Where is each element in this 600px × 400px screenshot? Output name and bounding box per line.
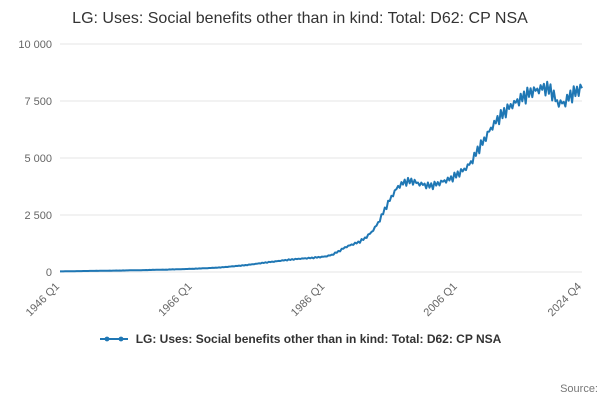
y-axis-label: 2 500 — [24, 210, 52, 222]
y-axis-label: 5 000 — [24, 153, 52, 165]
x-axis-label: 1986 Q1 — [289, 280, 327, 318]
legend[interactable]: LG: Uses: Social benefits other than in … — [0, 332, 600, 346]
legend-label: LG: Uses: Social benefits other than in … — [135, 331, 502, 346]
y-axis-label: 10 000 — [18, 39, 52, 51]
y-axis-label: 7 500 — [24, 96, 52, 108]
y-axis-label: 0 — [46, 267, 52, 279]
x-axis-label: 1946 Q1 — [24, 280, 62, 318]
line-chart-plot-area: 0 2 500 5 000 7 500 10 000 1946 Q1 1966 Q1 1986… — [18, 39, 584, 319]
source-label: Source: — [560, 383, 598, 395]
series-line[interactable] — [60, 80, 583, 272]
legend-marker-icon — [99, 336, 128, 341]
x-axis-label: 1966 Q1 — [156, 280, 194, 318]
x-axis-label: 2006 Q1 — [422, 280, 460, 318]
chart-title: LG: Uses: Social benefits other than in … — [72, 10, 528, 27]
x-axis-label: 2024 Q4 — [546, 280, 584, 318]
